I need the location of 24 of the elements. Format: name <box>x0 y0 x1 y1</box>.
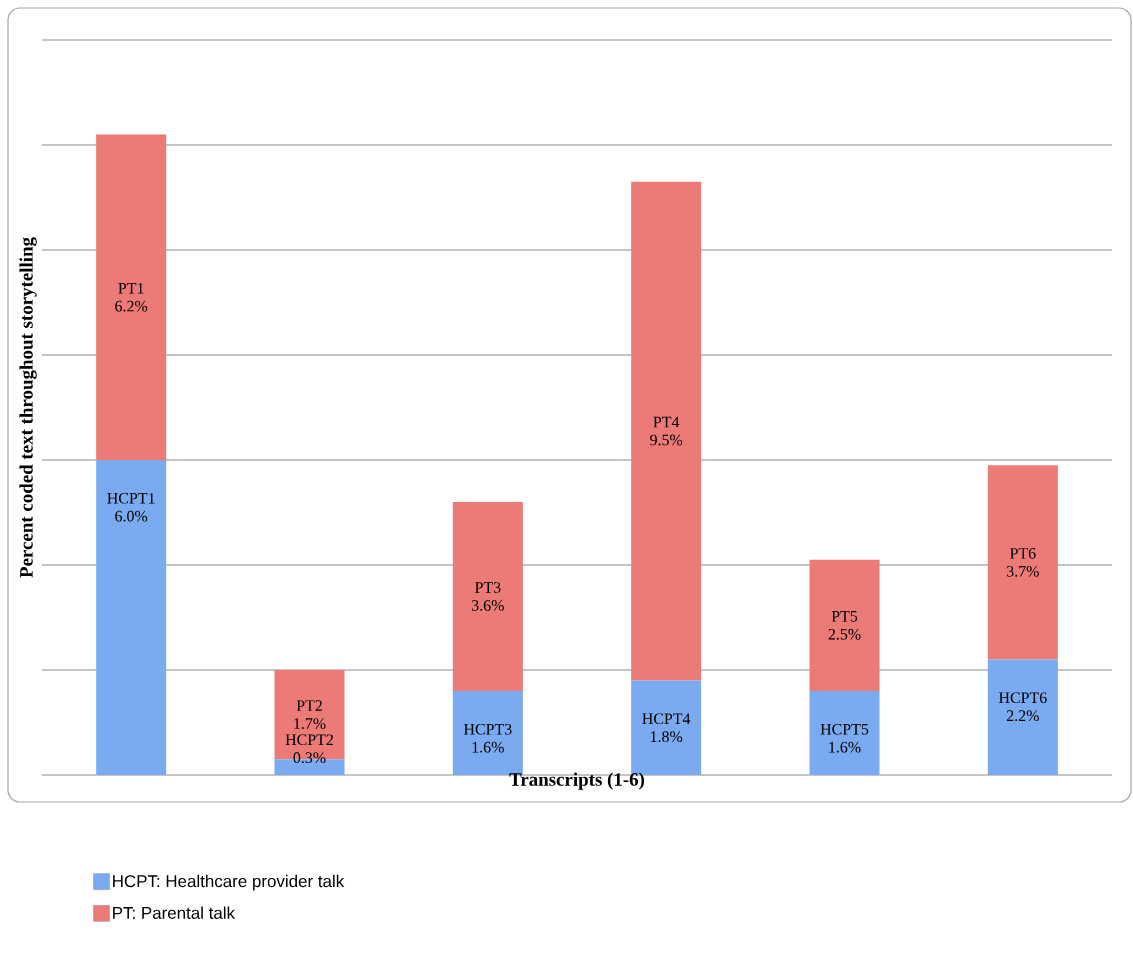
bar <box>987 465 1058 660</box>
data-label: HCPT3 1.6% <box>463 723 512 753</box>
bar <box>96 460 167 775</box>
data-label: PT4 9.5% <box>650 416 683 446</box>
data-label: HCPT5 1.6% <box>820 723 869 753</box>
bar <box>809 559 880 691</box>
data-label: PT1 6.2% <box>115 282 148 312</box>
data-label: PT3 3.6% <box>472 582 504 611</box>
legend-label: PT: Parental talk <box>113 906 236 919</box>
data-label: PT5 2.5% <box>828 611 861 640</box>
bar <box>987 659 1058 775</box>
bar <box>96 134 167 460</box>
bar <box>452 502 523 691</box>
y-axis-title: Percent coded text throughout storytelling <box>19 237 37 578</box>
legend-label: HCPT: Healthcare provider talk <box>113 874 345 891</box>
x-axis-title: Transcripts (1-6) <box>509 772 645 790</box>
data-label: HCPT4 1.8% <box>642 713 691 743</box>
bar <box>631 181 702 681</box>
data-label: PT6 3.7% <box>1007 548 1039 577</box>
data-label: PT2 1.7% <box>294 700 326 729</box>
data-label: HCPT2 0.3% <box>285 734 333 764</box>
bar <box>809 691 880 775</box>
data-label: HCPT6 2.2% <box>998 692 1047 722</box>
data-label: HCPT1 6.0% <box>107 492 155 522</box>
